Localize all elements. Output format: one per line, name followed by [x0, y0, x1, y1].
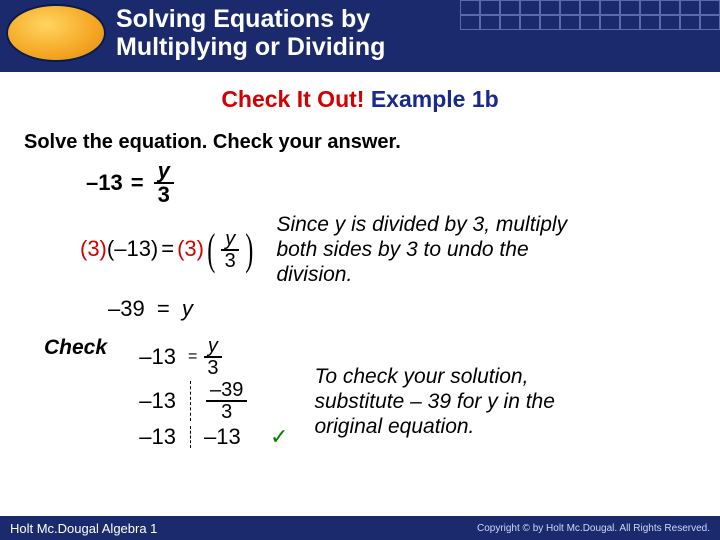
chk1-num: y	[204, 336, 222, 358]
mult-right-factor: (3)	[177, 236, 204, 261]
chk2-frac: –39 3	[206, 380, 247, 422]
instruction-text: Solve the equation. Check your answer.	[24, 131, 696, 154]
slide-footer: Holt Mc.Dougal Algebra 1 Copyright © by …	[0, 516, 720, 540]
mult-numer: y	[221, 229, 239, 251]
chk1-lhs: –13	[128, 344, 184, 370]
chk1-frac: y 3	[203, 336, 222, 378]
footer-copyright: Copyright © by Holt Mc.Dougal. All Right…	[477, 523, 710, 534]
eq-equals: =	[131, 170, 144, 196]
check-work: Check –13 = y 3 –13 –39 3	[44, 336, 288, 452]
decorative-grid	[460, 0, 720, 30]
mult-denom: 3	[221, 251, 240, 271]
heading-blue: Example 1b	[371, 86, 499, 112]
explanation-1: Since y is divided by 3, multiply both s…	[276, 212, 576, 288]
chk2-num: –39	[206, 380, 247, 402]
example-heading: Check It Out! Example 1b	[24, 86, 696, 113]
res-rhs: y	[182, 296, 193, 321]
eq-fraction: y 3	[154, 160, 174, 206]
dashed-divider	[190, 381, 204, 421]
dashed-divider-2	[190, 426, 204, 448]
mult-left-inner: (–13)	[107, 236, 158, 261]
given-equation: –13 = y 3	[86, 160, 696, 206]
res-lhs: –39	[108, 296, 145, 321]
chk2-den: 3	[217, 402, 236, 422]
check-table: –13 = y 3 –13 –39 3 –13	[128, 336, 288, 452]
mult-expression: (3)(–13)=(3)( y 3 )	[80, 229, 256, 271]
mult-left-factor: (3)	[80, 236, 107, 261]
chk1-den: 3	[203, 358, 222, 378]
eq-lhs: –13	[86, 170, 123, 196]
check-line-1: –13 = y 3	[128, 336, 288, 378]
mult-fraction: y 3	[221, 229, 240, 271]
title-line-2: Multiplying or Dividing	[116, 34, 385, 62]
mult-eq: =	[161, 236, 174, 261]
check-line-3: –13 –13 ✓	[128, 424, 288, 450]
title-line-1: Solving Equations by	[116, 6, 385, 34]
result-line: –39 = y	[108, 296, 696, 322]
slide-header: Solving Equations by Multiplying or Divi…	[0, 0, 720, 72]
footer-book: Holt Mc.Dougal Algebra 1	[10, 521, 157, 536]
chk2-lhs: –13	[128, 388, 184, 414]
check-label: Check	[44, 336, 128, 452]
check-block: Check –13 = y 3 –13 –39 3	[44, 336, 696, 452]
check-line-2: –13 –39 3	[128, 380, 288, 422]
slide-title: Solving Equations by Multiplying or Divi…	[116, 6, 385, 61]
heading-red: Check It Out!	[221, 86, 364, 112]
logo-oval-icon	[6, 4, 106, 62]
multiply-step-row: (3)(–13)=(3)( y 3 ) Since y is divided b…	[80, 212, 696, 288]
checkmark-icon: ✓	[270, 424, 288, 450]
chk3-lhs: –13	[128, 424, 184, 450]
res-eq: =	[157, 296, 170, 321]
eq-numer: y	[154, 160, 174, 184]
eq-denom: 3	[154, 184, 174, 206]
chk1-eq: =	[188, 348, 197, 366]
chk3-rhs: –13	[204, 424, 264, 450]
explanation-2: To check your solution, substitute – 39 …	[314, 364, 604, 440]
content-area: Check It Out! Example 1b Solve the equat…	[0, 72, 720, 452]
